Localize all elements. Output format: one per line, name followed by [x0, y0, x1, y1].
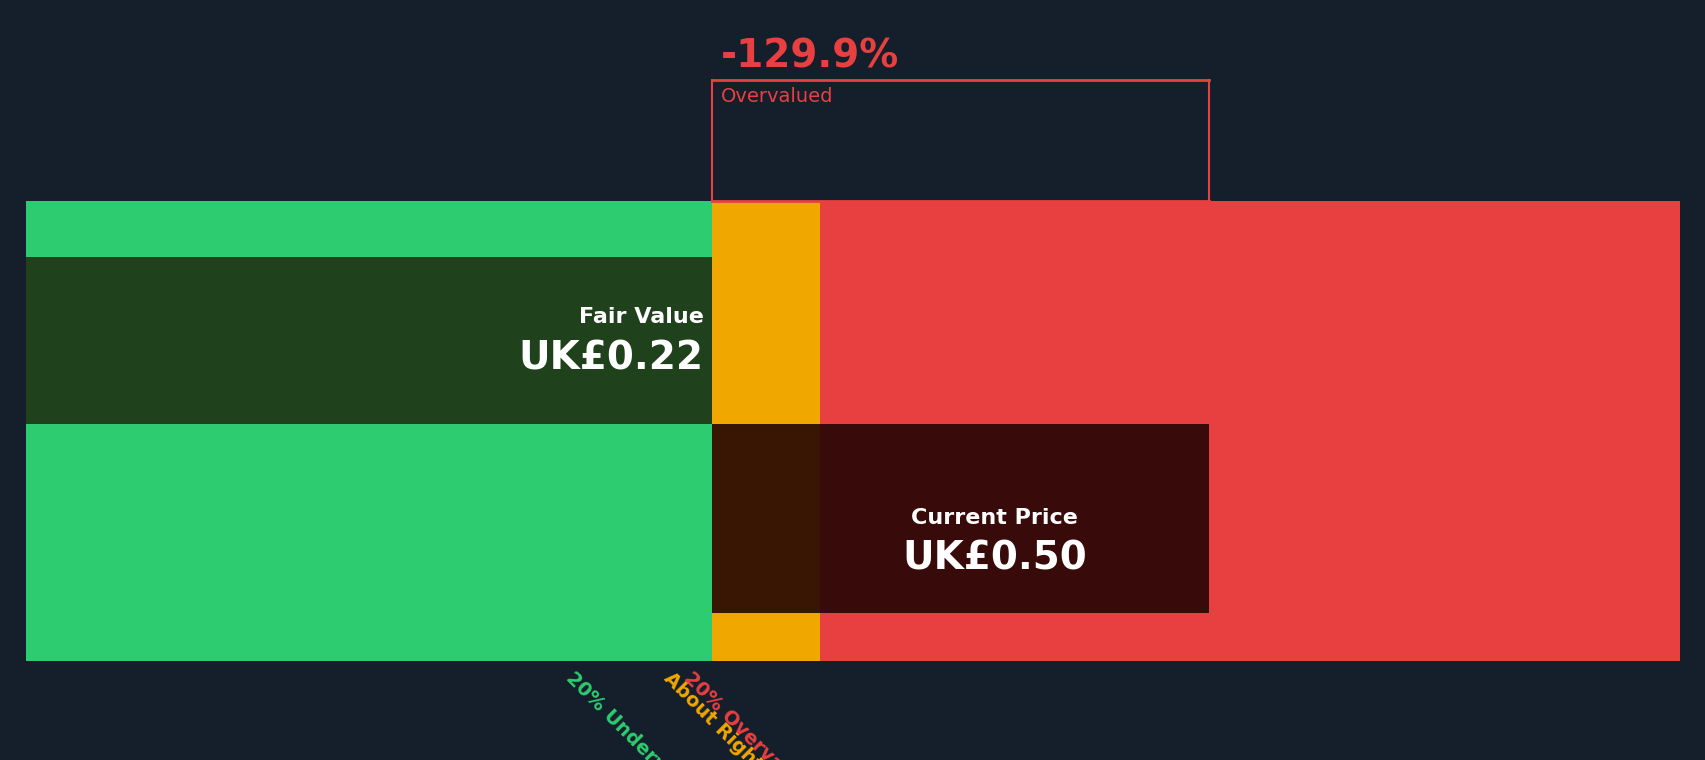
Bar — [26, 424, 713, 468]
Bar — [820, 424, 1679, 468]
Text: 20% Undervalued: 20% Undervalued — [563, 669, 713, 760]
Bar — [26, 201, 713, 257]
Text: UK£0.22: UK£0.22 — [518, 340, 704, 378]
Bar — [713, 424, 1209, 613]
Bar — [820, 257, 1679, 424]
Bar — [26, 257, 713, 424]
Text: UK£0.50: UK£0.50 — [902, 540, 1086, 578]
Bar — [26, 613, 713, 661]
Text: Overvalued: Overvalued — [721, 87, 832, 106]
Bar — [713, 201, 820, 257]
Bar — [713, 613, 820, 661]
Bar — [26, 257, 713, 424]
Bar — [820, 613, 1679, 661]
Text: Current Price: Current Price — [910, 508, 1078, 527]
Text: -129.9%: -129.9% — [721, 38, 899, 76]
Bar — [713, 468, 820, 613]
Bar — [713, 257, 820, 424]
Text: Fair Value: Fair Value — [578, 308, 704, 328]
Bar — [820, 468, 1679, 613]
Bar — [713, 424, 820, 468]
Text: 20% Overvalued: 20% Overvalued — [679, 669, 820, 760]
Text: About Right: About Right — [660, 669, 766, 760]
Bar — [26, 468, 713, 613]
Bar — [820, 201, 1679, 257]
